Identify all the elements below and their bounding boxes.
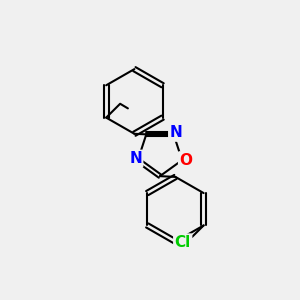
Text: N: N [129, 151, 142, 166]
Text: O: O [179, 153, 192, 168]
Text: Cl: Cl [175, 235, 191, 250]
Text: N: N [169, 125, 182, 140]
